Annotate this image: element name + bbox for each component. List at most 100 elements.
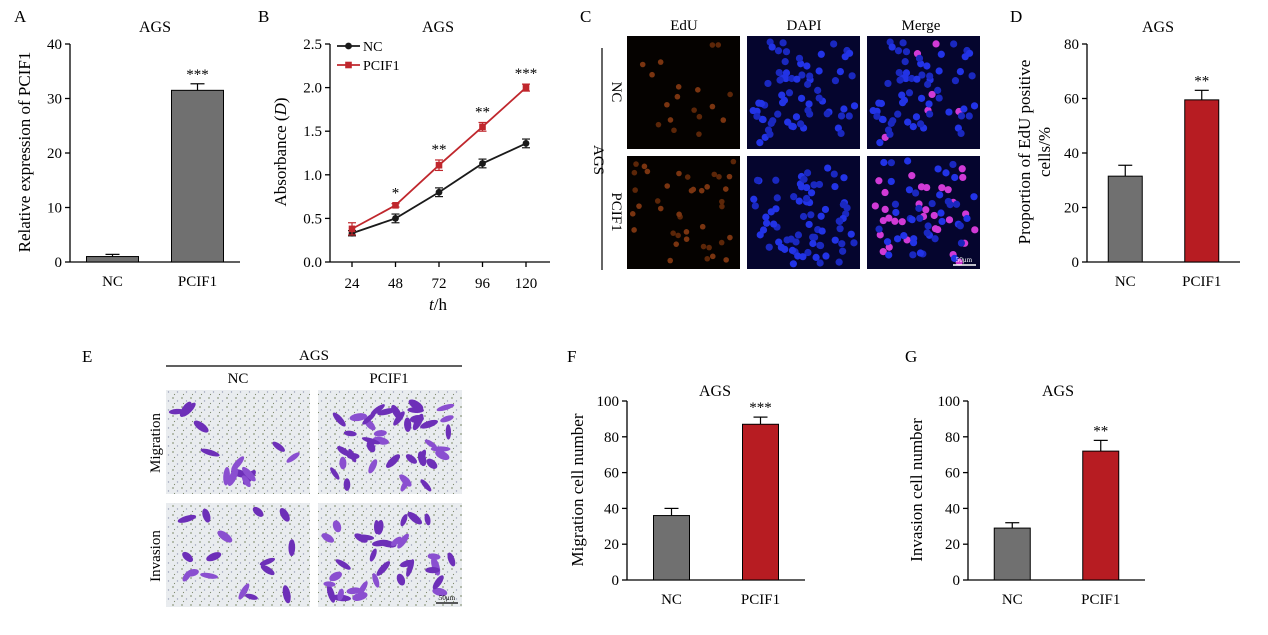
stained-cell	[430, 446, 451, 452]
group-label-c: AGS	[590, 145, 606, 175]
cell-nucleus	[671, 127, 677, 134]
cell-nucleus	[877, 99, 886, 108]
cell-nucleus	[932, 40, 940, 48]
cell-nucleus	[751, 202, 759, 210]
cell-nucleus	[792, 238, 800, 246]
bar-pcif1-a	[171, 89, 224, 263]
stained-cell	[242, 466, 256, 482]
cell-nucleus	[809, 239, 817, 248]
y-tick-label-a: 30	[47, 92, 62, 108]
cell-nucleus	[782, 48, 791, 56]
stained-cell	[286, 452, 300, 463]
cell-nucleus	[654, 198, 661, 204]
chart-title-f: AGS	[699, 383, 731, 400]
cell-nucleus	[911, 189, 920, 197]
cell-nucleus	[730, 158, 737, 165]
cell-nucleus	[885, 243, 893, 251]
stained-cell	[227, 467, 239, 486]
cell-nucleus	[888, 43, 896, 51]
cell-nucleus	[895, 68, 903, 77]
stained-cell	[427, 553, 441, 560]
legend-marker-pcif1	[345, 61, 352, 69]
cell-nucleus	[769, 117, 777, 125]
cell-nucleus	[938, 184, 946, 192]
x-tick-label-a: NC	[102, 274, 123, 290]
cell-nucleus	[951, 77, 960, 85]
cell-nucleus	[840, 174, 848, 182]
panel-letter-f: F	[567, 347, 576, 366]
cell-nucleus	[884, 79, 892, 88]
cell-nucleus	[762, 213, 770, 221]
cell-nucleus	[839, 247, 847, 255]
stained-cell	[432, 575, 444, 590]
micrograph-cells-e	[168, 399, 456, 604]
cell-nucleus	[835, 258, 843, 266]
cell-nucleus	[901, 58, 909, 66]
merge-column-header: Merge	[902, 18, 941, 34]
stained-cell	[343, 478, 351, 491]
cell-nucleus	[676, 211, 682, 218]
x-axis-label-b: t/h	[429, 295, 447, 314]
row-label-invasion-e: Invasion	[148, 530, 164, 582]
y-tick-label-a: 40	[47, 37, 62, 53]
stained-cell	[330, 467, 340, 480]
bar-pcif1-g	[1082, 450, 1120, 581]
cell-nucleus	[830, 170, 838, 178]
cell-nucleus	[758, 115, 767, 123]
row-label-migration-e: Migration	[148, 413, 164, 473]
cell-nucleus	[952, 200, 961, 208]
stained-cell	[177, 514, 197, 523]
cell-nucleus	[726, 173, 733, 180]
stained-cell	[332, 520, 342, 533]
cell-nucleus	[715, 42, 722, 48]
cell-nucleus	[905, 186, 914, 194]
significance-f: ***	[749, 400, 772, 416]
stained-cell	[404, 417, 412, 432]
stained-cell	[425, 566, 440, 574]
cell-nucleus	[917, 60, 925, 68]
stained-cell	[368, 459, 378, 474]
cell-nucleus	[960, 105, 968, 113]
x-axis-label-b-italic: t	[429, 295, 435, 314]
significance-b: ***	[515, 66, 538, 82]
cell-nucleus	[817, 212, 825, 220]
cell-nucleus	[837, 129, 845, 137]
cell-nucleus	[803, 62, 811, 70]
cell-nucleus	[963, 214, 971, 223]
cell-nucleus	[896, 76, 904, 84]
bar-nc-g	[993, 527, 1031, 581]
cell-nucleus	[894, 47, 903, 55]
y-tick-label-g: 100	[938, 394, 961, 410]
cell-nucleus	[795, 54, 804, 62]
significance-g: **	[1093, 423, 1108, 439]
x-tick-label-b: 48	[388, 276, 403, 292]
row-label-pcif1-c: PCIF1	[608, 192, 624, 231]
stained-cell	[259, 557, 276, 566]
cell-nucleus	[768, 43, 776, 51]
bar-nc-a	[86, 256, 139, 263]
cell-nucleus	[836, 217, 844, 226]
cell-nucleus	[951, 173, 959, 182]
stained-cell	[417, 451, 427, 467]
cell-nucleus	[709, 253, 716, 260]
point-pcif1	[348, 225, 356, 233]
x-tick-label-d: PCIF1	[1182, 274, 1221, 290]
y-tick-label-g: 80	[945, 430, 960, 446]
stained-cell	[252, 506, 264, 517]
point-pcif1	[522, 84, 530, 91]
stained-cell	[400, 514, 408, 527]
cell-nucleus	[913, 75, 921, 83]
y-tick-label-d: 20	[1064, 201, 1079, 217]
cell-nucleus	[764, 79, 772, 88]
cell-nucleus	[892, 208, 900, 217]
stained-cell	[362, 412, 376, 425]
cell-nucleus	[883, 238, 892, 246]
group-label-e: AGS	[299, 348, 329, 364]
cell-nucleus	[631, 169, 638, 176]
cell-nucleus	[935, 67, 943, 75]
y-tick-label-f: 80	[604, 430, 619, 446]
cell-nucleus	[823, 110, 831, 118]
cell-nucleus	[774, 47, 783, 55]
cell-nucleus	[838, 240, 846, 248]
cell-nucleus	[923, 62, 931, 70]
